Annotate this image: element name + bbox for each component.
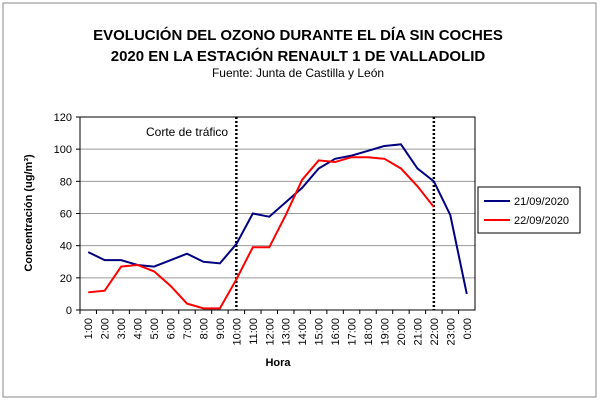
series-line bbox=[87, 143, 468, 295]
x-tick-label: 20:00 bbox=[396, 318, 408, 346]
x-tick-label: 22:00 bbox=[429, 318, 441, 346]
x-tick-label: 0:00 bbox=[462, 318, 474, 339]
x-tick-label: 15:00 bbox=[314, 318, 326, 346]
y-axis-label: Concentración (ug/m³) bbox=[23, 154, 35, 272]
x-tick-label: 4:00 bbox=[133, 318, 145, 339]
y-tick-label: 40 bbox=[60, 241, 72, 253]
legend-label: 22/09/2020 bbox=[514, 215, 569, 227]
y-tick-label: 60 bbox=[60, 209, 72, 221]
x-tick-label: 17:00 bbox=[347, 318, 359, 346]
y-tick-label: 80 bbox=[60, 176, 72, 188]
x-tick-label: 18:00 bbox=[363, 318, 375, 346]
x-tick-label: 5:00 bbox=[149, 318, 161, 339]
x-tick-label: 19:00 bbox=[379, 318, 391, 346]
x-tick-label: 6:00 bbox=[166, 318, 178, 339]
x-tick-label: 2:00 bbox=[100, 318, 112, 339]
x-tick-label: 12:00 bbox=[264, 318, 276, 346]
x-tick-label: 13:00 bbox=[281, 318, 293, 346]
x-tick-label: 14:00 bbox=[297, 318, 309, 346]
legend-box bbox=[477, 186, 581, 234]
annotation: Corte de tráfico bbox=[146, 125, 228, 139]
legend-label: 21/09/2020 bbox=[514, 196, 569, 208]
series-line bbox=[88, 156, 435, 310]
chart-title: EVOLUCIÓN DEL OZONO DURANTE EL DÍA SIN C… bbox=[93, 26, 503, 44]
y-tick-label: 100 bbox=[54, 144, 72, 156]
x-tick-label: 7:00 bbox=[182, 318, 194, 339]
chart-title: 2020 EN LA ESTACIÓN RENAULT 1 DE VALLADO… bbox=[111, 47, 486, 65]
x-tick-label: 1:00 bbox=[83, 318, 95, 339]
x-tick-label: 23:00 bbox=[445, 318, 457, 346]
y-tick-label: 20 bbox=[60, 273, 72, 285]
y-tick-label: 0 bbox=[66, 305, 72, 317]
x-tick-label: 11:00 bbox=[248, 318, 260, 345]
x-tick-label: 3:00 bbox=[116, 318, 128, 339]
x-tick-label: 21:00 bbox=[412, 318, 424, 346]
x-tick-label: 8:00 bbox=[198, 318, 210, 339]
chart-subtitle: Fuente: Junta de Castilla y León bbox=[212, 66, 384, 80]
x-tick-label: 10:00 bbox=[231, 318, 243, 346]
y-tick-label: 120 bbox=[54, 112, 72, 124]
x-axis-label: Hora bbox=[265, 357, 291, 369]
x-tick-label: 16:00 bbox=[330, 318, 342, 346]
x-tick-label: 9:00 bbox=[215, 318, 227, 339]
